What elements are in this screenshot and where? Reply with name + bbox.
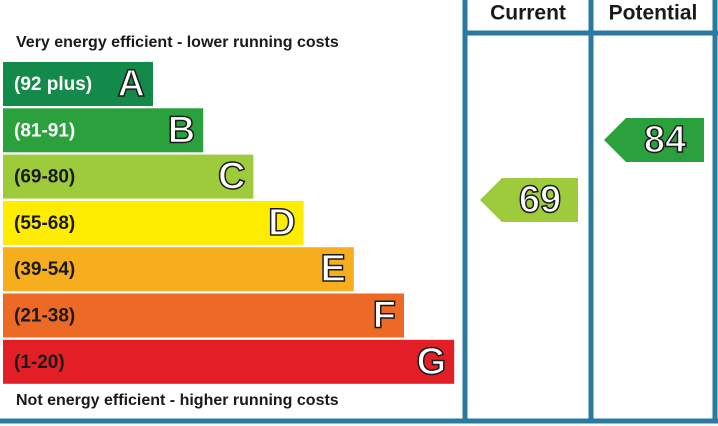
band-letter: A bbox=[118, 63, 145, 105]
rating-arrow bbox=[604, 118, 704, 162]
rating-band bbox=[3, 154, 254, 199]
column-header: Potential bbox=[609, 2, 698, 25]
bottom-note: Not energy efficient - higher running co… bbox=[16, 392, 339, 409]
band-letter: B bbox=[168, 109, 195, 151]
band-range: (1-20) bbox=[14, 352, 65, 373]
band-letter: E bbox=[320, 248, 345, 290]
band-range: (55-68) bbox=[14, 213, 75, 234]
band-letter: D bbox=[268, 202, 295, 244]
rating-value: 69 bbox=[519, 179, 561, 221]
band-letter: F bbox=[373, 295, 396, 337]
rating-band bbox=[3, 293, 404, 338]
band-range: (81-91) bbox=[14, 120, 75, 141]
column-header: Current bbox=[490, 2, 566, 25]
band-range: (39-54) bbox=[14, 259, 75, 280]
rating-band bbox=[3, 200, 304, 245]
band-letter: C bbox=[218, 156, 245, 198]
rating-band bbox=[3, 108, 204, 153]
rating-band bbox=[3, 339, 455, 384]
band-letter: G bbox=[417, 341, 447, 383]
rating-band bbox=[3, 247, 354, 292]
top-note: Very energy efficient - lower running co… bbox=[16, 34, 339, 51]
band-range: (21-38) bbox=[14, 306, 75, 327]
rating-value: 84 bbox=[644, 119, 686, 161]
rating-arrow bbox=[480, 178, 578, 222]
band-range: (69-80) bbox=[14, 167, 75, 188]
rating-band bbox=[3, 62, 153, 106]
band-range: (92 plus) bbox=[14, 74, 92, 95]
